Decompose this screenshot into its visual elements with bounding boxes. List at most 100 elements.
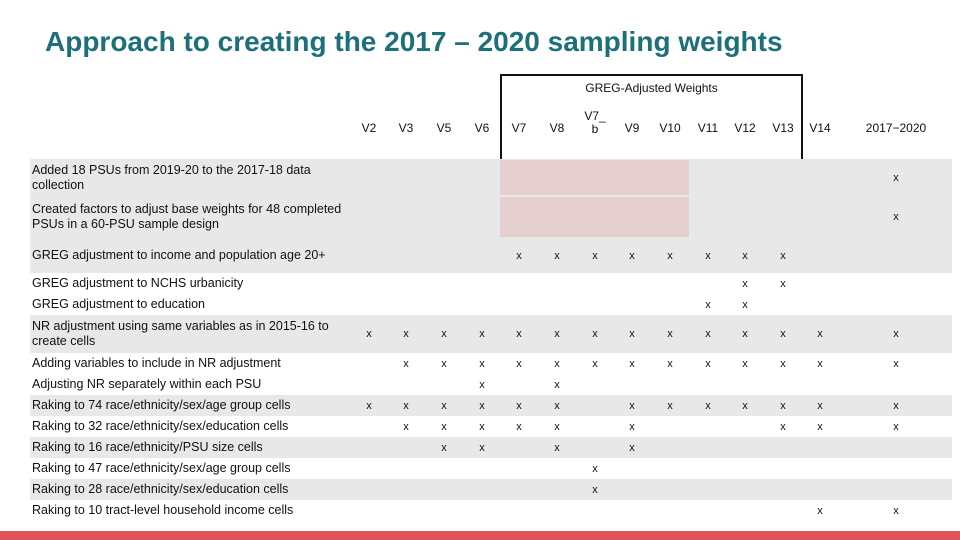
column-header-2017-2020: 2017−2020 bbox=[865, 121, 927, 135]
check-mark-v6: x bbox=[479, 399, 485, 412]
column-header-v6: V6 bbox=[474, 121, 490, 135]
bottom-accent-bar bbox=[0, 531, 960, 540]
column-header-v7: V7 bbox=[511, 121, 527, 135]
row-label: Raking to 28 race/ethnicity/sex/educatio… bbox=[32, 482, 289, 496]
table-row: NR adjustment using same variables as in… bbox=[30, 315, 952, 353]
column-header-v5: V5 bbox=[436, 121, 452, 135]
check-mark-v9: x bbox=[629, 357, 635, 370]
row-label: GREG adjustment to education bbox=[32, 297, 206, 311]
check-mark-v12: x bbox=[742, 399, 748, 412]
check-mark-v10: x bbox=[667, 399, 673, 412]
check-mark-v14: x bbox=[817, 399, 823, 412]
table-row: Raking to 28 race/ethnicity/sex/educatio… bbox=[30, 479, 952, 500]
check-mark-v14: x bbox=[817, 504, 823, 517]
row-label: Raking to 32 race/ethnicity/sex/educatio… bbox=[32, 419, 289, 433]
check-mark-v11: x bbox=[705, 328, 711, 340]
check-mark-v8: x bbox=[554, 357, 560, 370]
check-mark-v9: x bbox=[629, 441, 635, 454]
check-mark-v9: x bbox=[629, 399, 635, 412]
row-label: NR adjustment using same variables as in… bbox=[32, 319, 329, 348]
check-mark-v13: x bbox=[780, 357, 786, 370]
check-mark-v3: x bbox=[403, 420, 409, 433]
check-mark-v13: x bbox=[780, 399, 786, 412]
check-mark-v5: x bbox=[441, 420, 447, 433]
check-mark-v5: x bbox=[441, 441, 447, 454]
check-mark-v5: x bbox=[441, 399, 447, 412]
check-mark-v9: x bbox=[629, 249, 635, 262]
check-mark-v8: x bbox=[554, 378, 560, 391]
column-header-v9: V9 bbox=[624, 121, 640, 135]
check-mark-v6: x bbox=[479, 420, 485, 433]
check-mark-v7-b: x bbox=[592, 462, 598, 475]
table-row: Created factors to adjust base weights f… bbox=[30, 196, 952, 238]
check-mark-v13: x bbox=[780, 277, 786, 290]
check-mark-v3: x bbox=[403, 357, 409, 370]
row-label: Raking to 74 race/ethnicity/sex/age grou… bbox=[32, 398, 291, 412]
row-label: Adjusting NR separately within each PSU bbox=[32, 377, 262, 391]
greg-header-label: GREG-Adjusted Weights bbox=[585, 81, 718, 95]
check-mark-v6: x bbox=[479, 441, 485, 454]
row-label: Adding variables to include in NR adjust… bbox=[32, 356, 281, 370]
check-mark-v12: x bbox=[742, 357, 748, 370]
table-row: Added 18 PSUs from 2019-20 to the 2017-1… bbox=[30, 159, 952, 196]
column-header-v13: V13 bbox=[772, 121, 794, 135]
check-mark-v3: x bbox=[403, 399, 409, 412]
column-header-v8: V8 bbox=[549, 121, 565, 135]
check-mark-v7: x bbox=[516, 357, 522, 370]
table-row: Adjusting NR separately within each PSU x… bbox=[30, 374, 952, 395]
check-mark-v7: x bbox=[516, 328, 522, 340]
check-mark-v13: x bbox=[780, 328, 786, 340]
check-mark-v11: x bbox=[705, 399, 711, 412]
check-mark-2017-2020: x bbox=[893, 420, 899, 433]
check-mark-v2: x bbox=[366, 328, 372, 340]
table-row: GREG adjustment to NCHS urbanicity x x bbox=[30, 273, 952, 294]
check-mark-v10: x bbox=[667, 357, 673, 370]
check-mark-v6: x bbox=[479, 328, 485, 340]
row-label: Raking to 47 race/ethnicity/sex/age grou… bbox=[32, 461, 291, 475]
check-mark-2017-2020: x bbox=[893, 171, 899, 184]
check-mark-v7-b: x bbox=[592, 249, 598, 262]
check-mark-v7-b: x bbox=[592, 328, 598, 340]
table-row: Raking to 16 race/ethnicity/PSU size cel… bbox=[30, 437, 952, 458]
check-mark-2017-2020: x bbox=[893, 504, 899, 517]
check-mark-v14: x bbox=[817, 357, 823, 370]
check-mark-2017-2020: x bbox=[893, 399, 899, 412]
table-row: Raking to 74 race/ethnicity/sex/age grou… bbox=[30, 395, 952, 416]
column-header-v14: V14 bbox=[809, 121, 831, 135]
check-mark-v8: x bbox=[554, 328, 560, 340]
table-row: Raking to 47 race/ethnicity/sex/age grou… bbox=[30, 458, 952, 479]
check-mark-2017-2020: x bbox=[893, 328, 899, 340]
check-mark-v5: x bbox=[441, 328, 447, 340]
column-header-v7b-top: V7_ bbox=[584, 109, 606, 123]
check-mark-v14: x bbox=[817, 328, 823, 340]
check-mark-v9: x bbox=[629, 420, 635, 433]
row-label: Created factors to adjust base weights f… bbox=[32, 202, 342, 231]
check-mark-v11: x bbox=[705, 249, 711, 262]
check-mark-v7-b: x bbox=[592, 357, 598, 370]
column-header-v11: V11 bbox=[697, 121, 719, 135]
check-mark-v11: x bbox=[705, 357, 711, 370]
check-mark-v12: x bbox=[742, 277, 748, 290]
check-mark-v11: x bbox=[705, 298, 711, 311]
check-mark-v7: x bbox=[516, 399, 522, 412]
check-mark-v6: x bbox=[479, 357, 485, 370]
row-label: GREG adjustment to income and population… bbox=[32, 248, 326, 262]
check-mark-v12: x bbox=[742, 249, 748, 262]
check-mark-v12: x bbox=[742, 298, 748, 311]
row-label: Added 18 PSUs from 2019-20 to the 2017-1… bbox=[32, 162, 311, 192]
column-header-v3: V3 bbox=[398, 121, 414, 135]
table-row: Raking to 32 race/ethnicity/sex/educatio… bbox=[30, 416, 952, 437]
check-mark-2017-2020: x bbox=[893, 357, 899, 370]
page-title: Approach to creating the 2017 – 2020 sam… bbox=[45, 26, 783, 57]
check-mark-v13: x bbox=[780, 249, 786, 262]
check-mark-v10: x bbox=[667, 249, 673, 262]
table-row: GREG adjustment to education x x bbox=[30, 294, 952, 315]
check-mark-v10: x bbox=[667, 328, 673, 340]
column-header-v2: V2 bbox=[361, 121, 377, 135]
check-mark-v6: x bbox=[479, 378, 485, 391]
check-mark-v14: x bbox=[817, 420, 823, 433]
column-header-v12: V12 bbox=[734, 121, 756, 135]
highlight-band bbox=[500, 160, 689, 195]
highlight-band bbox=[500, 197, 689, 237]
greg-adjusted-weights-header: GREG-Adjusted Weights bbox=[500, 74, 803, 172]
